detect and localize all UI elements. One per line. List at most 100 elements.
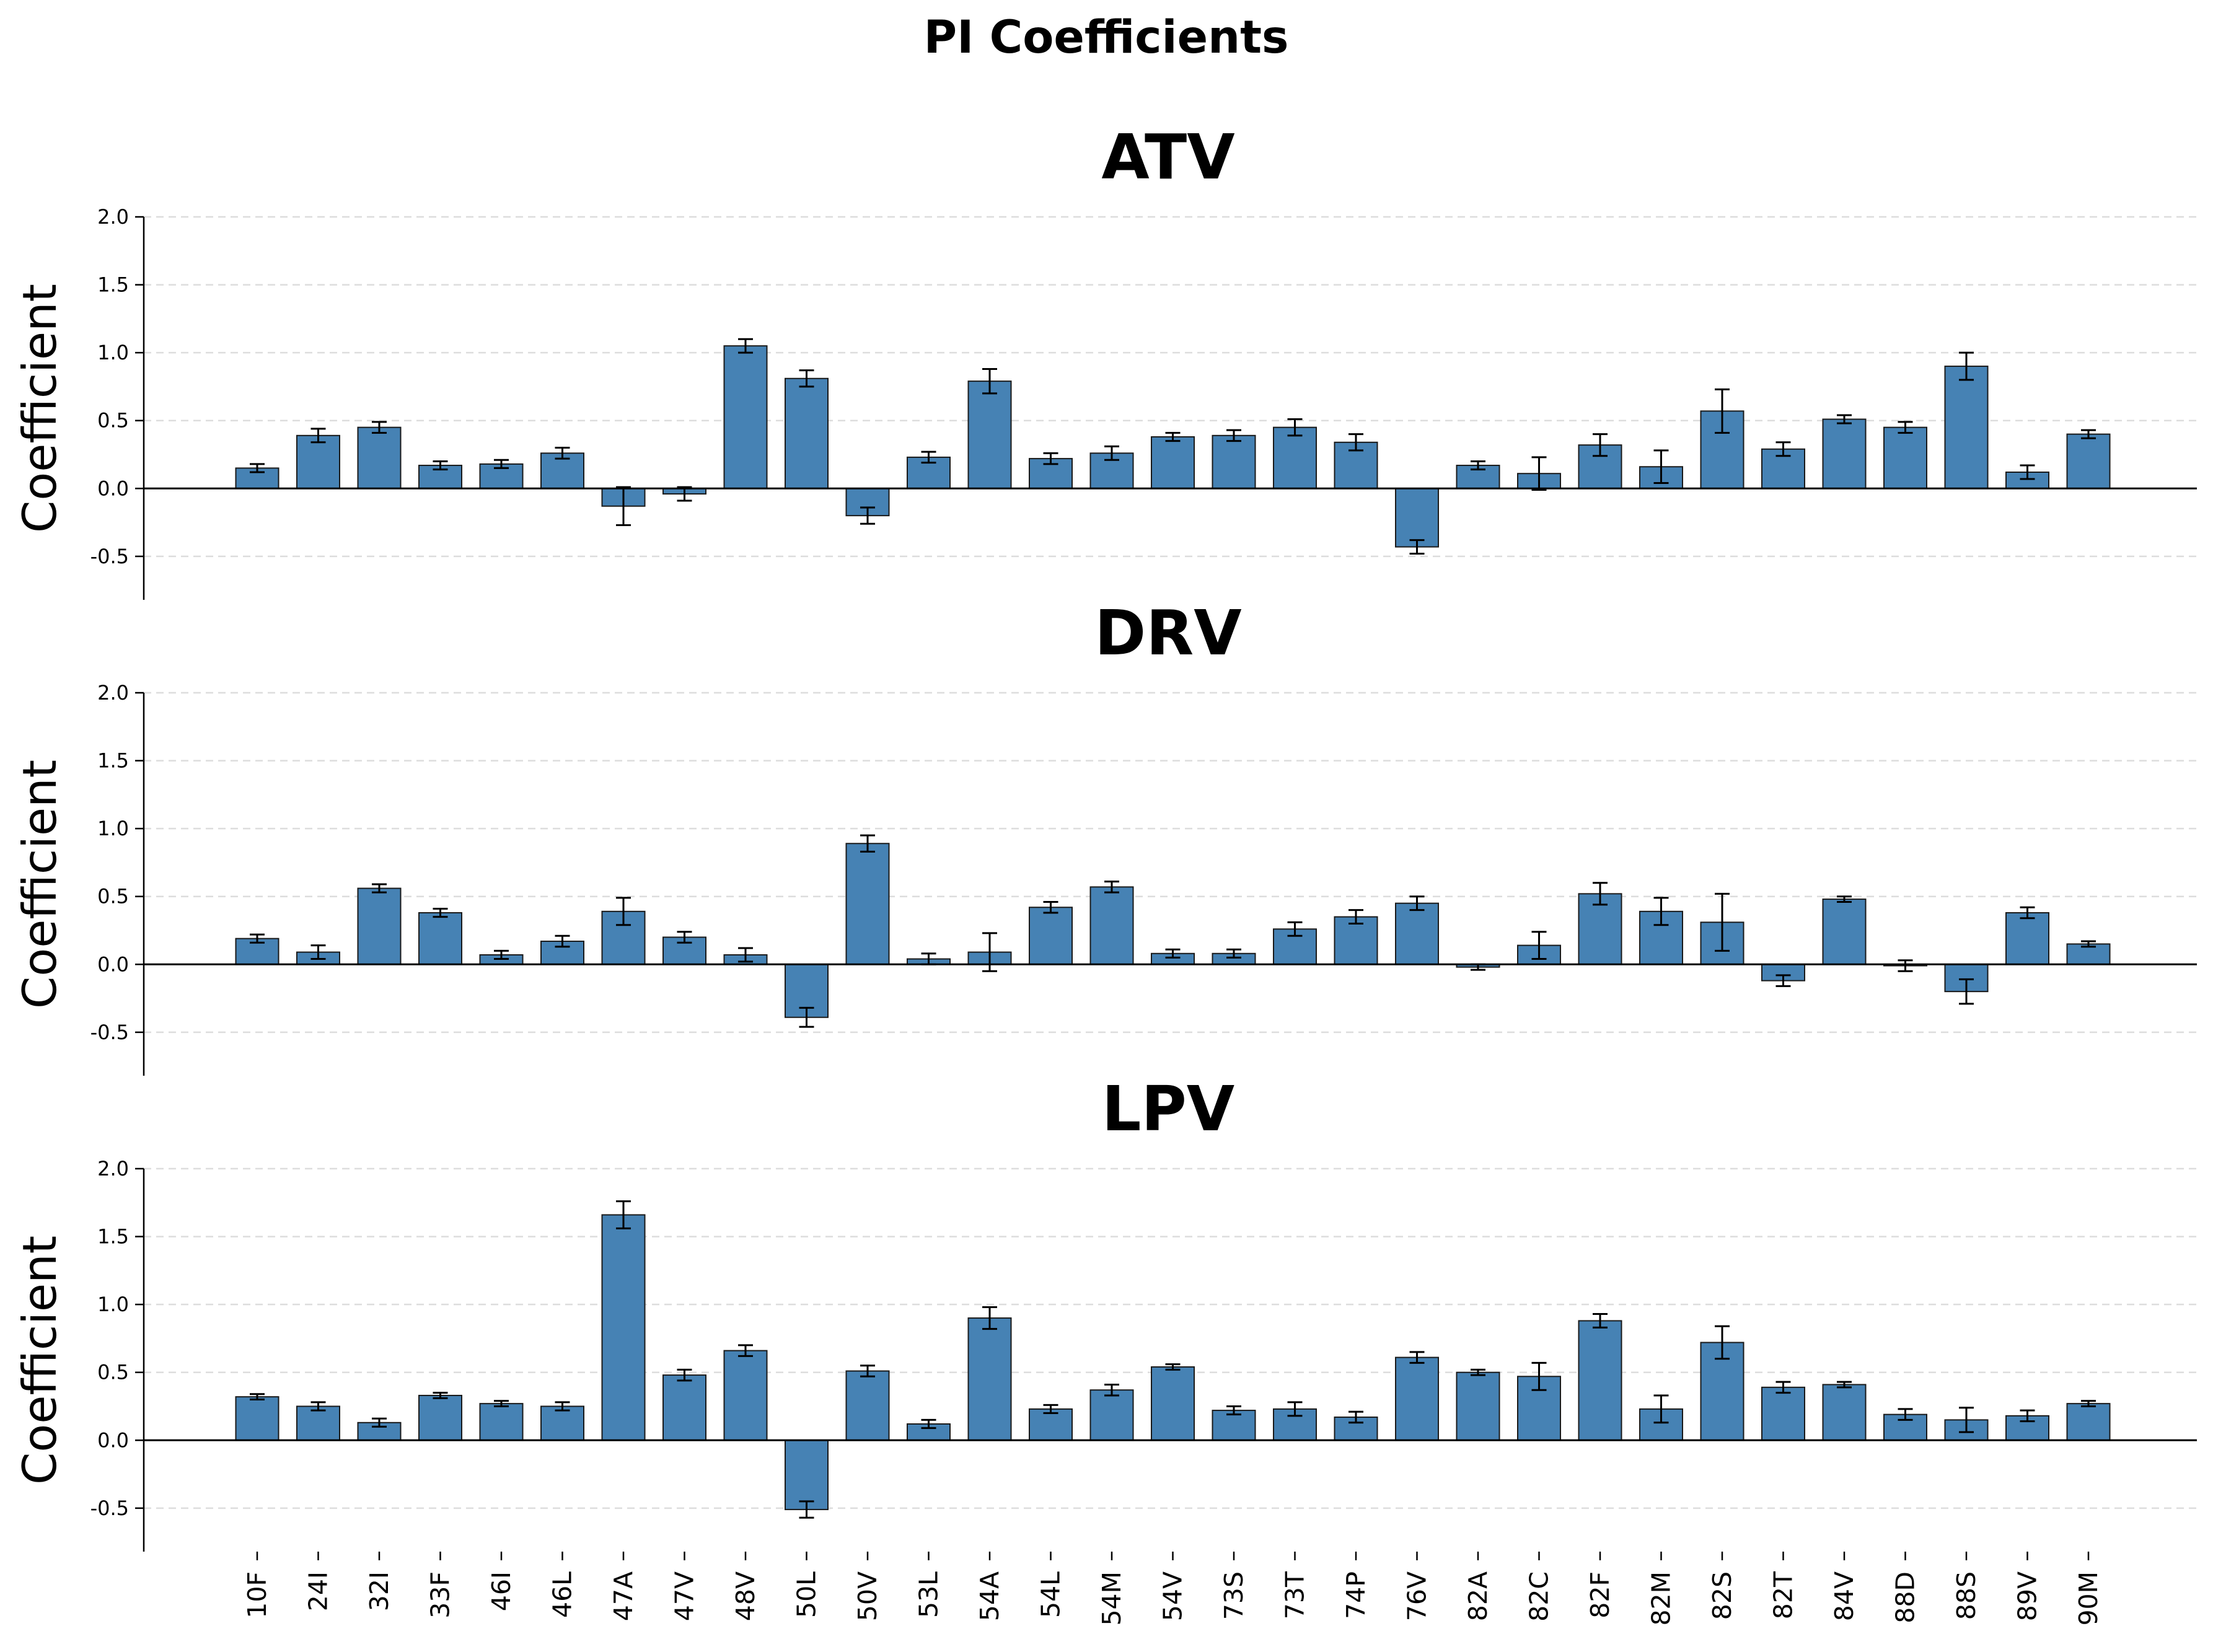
y-axis-label: Coefficient (12, 284, 67, 533)
error-bar-84V (1837, 895, 1852, 903)
x-tick-label: 50L (792, 1571, 822, 1618)
error-bar-54V (1165, 948, 1181, 959)
error-bar-46L (555, 1401, 570, 1412)
error-bar-82A (1471, 460, 1485, 471)
bar-33F (418, 912, 462, 965)
error-bar-82T (1775, 974, 1791, 987)
panel-title: DRV (1094, 597, 1241, 669)
bar-88S (1944, 366, 1989, 490)
y-tick-label: 1.5 (97, 1225, 129, 1249)
figure-title: PI Coefficients (924, 11, 1289, 64)
y-tick-label: 1.5 (97, 273, 129, 297)
error-bar-82S (1715, 388, 1730, 434)
x-tick-label: 50V (853, 1571, 882, 1621)
y-tick-label: 1.5 (97, 749, 129, 773)
bar-47A (601, 1214, 646, 1441)
error-bar-46L (555, 934, 570, 948)
x-tick-label: 82F (1585, 1571, 1615, 1619)
error-bar-48V (738, 338, 753, 354)
x-tick-label: 47V (670, 1571, 700, 1621)
y-tick-label: 0.5 (97, 885, 129, 908)
bar-73S (1212, 434, 1256, 490)
bar-54A (967, 1317, 1012, 1441)
error-bar-50L (799, 1006, 814, 1028)
error-bar-76V (1409, 539, 1425, 555)
y-tick-label: 2.0 (97, 205, 129, 229)
x-tick-label: 54M (1097, 1571, 1127, 1626)
error-bar-82T (1775, 1381, 1791, 1394)
error-bar-46I (494, 459, 509, 469)
error-bar-84V (1837, 1381, 1852, 1389)
error-bar-74P (1348, 1410, 1363, 1424)
panel-drv: DRV Coefficient -0.5 0.0 0.5 1.0 1.5 2.0 (12, 597, 2197, 1076)
bar-54L (1029, 1408, 1073, 1441)
error-bar-73T (1287, 418, 1303, 437)
error-bar-48V (738, 1344, 753, 1357)
error-bar-88S (1959, 978, 1974, 1005)
bar-47V (662, 1374, 706, 1441)
error-bar-84V (1837, 414, 1852, 424)
panel-title: LPV (1102, 1073, 1234, 1145)
y-tick-label: 1.0 (97, 1293, 129, 1316)
y-axis-label: Coefficient (12, 760, 67, 1009)
error-bar-46L (555, 447, 570, 460)
x-tick-label: 47A (609, 1571, 638, 1621)
error-bar-89V (2020, 906, 2035, 920)
error-bar-50L (799, 1500, 814, 1519)
error-bar-88S (1959, 1407, 1974, 1433)
bar-24I (296, 434, 340, 490)
error-bar-82F (1593, 433, 1608, 457)
error-bar-54V (1165, 431, 1181, 442)
bar-84V (1822, 898, 1867, 965)
error-bar-82S (1715, 892, 1730, 952)
error-bar-82M (1653, 1394, 1669, 1424)
error-bar-90M (2081, 1400, 2096, 1408)
error-bar-47A (616, 1200, 631, 1229)
bar-90M (2066, 1403, 2111, 1441)
error-bar-54M (1104, 1383, 1119, 1397)
error-bar-47V (677, 1368, 692, 1382)
y-tick-label: 0.0 (97, 1428, 129, 1452)
error-bar-54L (1043, 452, 1058, 465)
bar-84V (1822, 418, 1867, 490)
error-bar-88D (1898, 1408, 1913, 1421)
y-tick-label: -0.5 (90, 1496, 129, 1520)
error-bar-90M (2081, 940, 2096, 948)
error-bar-73T (1287, 921, 1303, 937)
error-bar-33F (433, 460, 448, 471)
bar-46L (540, 1405, 584, 1441)
bar-74P (1334, 916, 1378, 965)
error-bar-82F (1593, 882, 1608, 906)
error-bar-73S (1226, 948, 1241, 959)
error-bar-50L (799, 369, 814, 388)
error-bar-50V (860, 1364, 875, 1377)
panel-atv: ATV Coefficient -0.5 0.0 0.5 1.0 1.5 2.0 (12, 121, 2197, 600)
y-tick-label: 0.5 (97, 409, 129, 433)
bar-73T (1273, 426, 1317, 490)
error-bar-82C (1531, 931, 1547, 960)
error-bar-54L (1043, 1404, 1058, 1414)
bar-50L (785, 377, 829, 490)
bar-82A (1456, 1371, 1500, 1441)
x-tick-label: 10F (242, 1571, 272, 1619)
error-bar-82F (1593, 1312, 1608, 1329)
x-tick-label: 54L (1036, 1571, 1066, 1618)
panel-lpv: LPV Coefficient -0.5 0.0 0.5 1.0 1.5 2.0 10F 24I 3… (12, 1073, 2197, 1626)
error-bar-47V (677, 931, 692, 944)
x-tick-label: 90M (2074, 1571, 2103, 1626)
error-bar-33F (433, 1392, 448, 1399)
x-tick-label: 46I (486, 1571, 516, 1611)
x-tick-label: 82S (1707, 1571, 1737, 1620)
error-bar-32I (372, 1417, 387, 1428)
bar-24I (296, 1405, 340, 1441)
x-tick-label: 82M (1647, 1571, 1676, 1626)
error-bar-88S (1959, 351, 1974, 381)
error-bar-48V (738, 947, 753, 963)
panels: ATV Coefficient -0.5 0.0 0.5 1.0 1.5 2.0 DRV Coef… (12, 121, 2197, 1626)
x-tick-label: 53L (914, 1571, 944, 1618)
x-tick-label: 33F (426, 1571, 455, 1619)
bar-54M (1089, 1389, 1134, 1441)
x-tick-label: 48V (731, 1571, 760, 1621)
